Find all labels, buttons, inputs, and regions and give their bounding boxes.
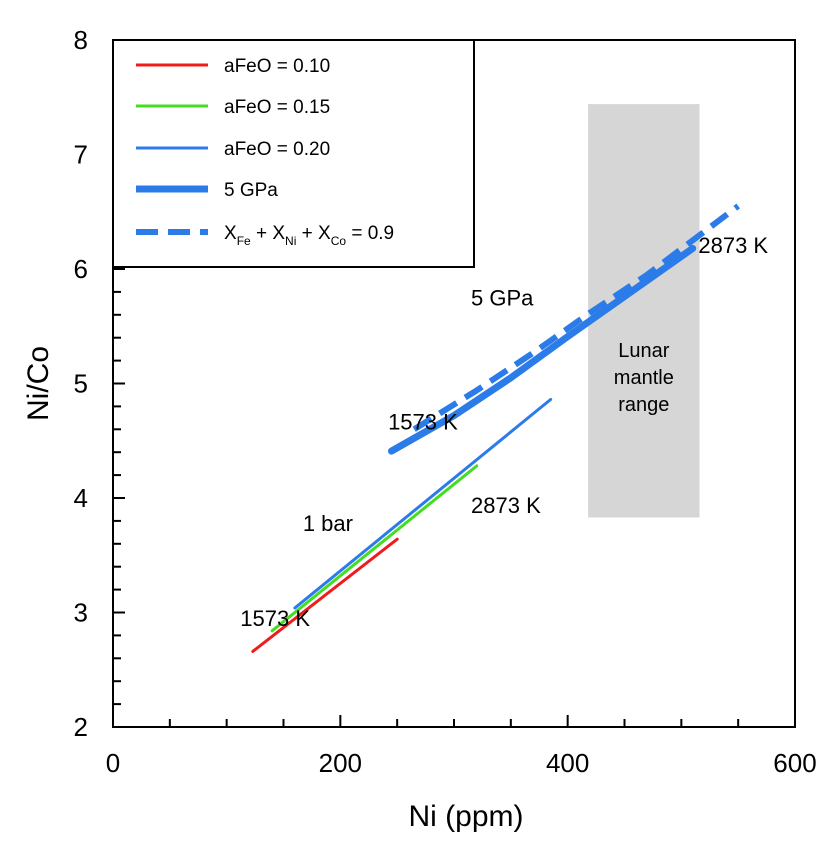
series-line-2 (293, 398, 553, 610)
legend: aFeO = 0.10 aFeO = 0.15 aFeO = 0.20 5 GPa XF… (112, 39, 475, 268)
y-tick-label: 2 (74, 712, 88, 742)
series-line-3 (388, 244, 697, 455)
legend-label-part: X (224, 223, 237, 244)
x-axis-title: Ni (ppm) (408, 800, 523, 833)
shade-label-line: range (618, 394, 669, 416)
x-tick-label: 400 (546, 748, 589, 778)
annotations: 2873 K 5 GPa 1573 K 2873 K 1 bar 1573 K (240, 233, 768, 631)
axes: 0 200 400 600 2 3 4 5 6 7 8 Ni (ppm) Ni/Co (22, 25, 817, 833)
legend-label-4: XFe + XNi + XCo = 0.9 (224, 223, 394, 248)
legend-label-2: aFeO = 0.20 (224, 139, 330, 160)
shade-label-line: Lunar (618, 340, 669, 362)
series-line-0 (251, 537, 399, 653)
legend-label-0: aFeO = 0.10 (224, 56, 330, 77)
legend-label-part: + X (296, 223, 331, 244)
y-tick-label: 3 (74, 598, 88, 628)
shade-label-line: mantle (614, 367, 674, 389)
legend-label-part: = 0.9 (346, 223, 394, 244)
x-tick-label: 0 (106, 748, 120, 778)
x-tick-label: 200 (319, 748, 362, 778)
annotation-label: 1573 K (240, 606, 310, 631)
legend-label-part: Fe (237, 234, 251, 248)
legend-label-1: aFeO = 0.15 (224, 97, 330, 118)
y-axis-title: Ni/Co (22, 346, 55, 421)
series-line-1 (270, 464, 479, 633)
series-line-4 (412, 203, 741, 432)
annotation-label: 1 bar (303, 511, 353, 536)
series-layer (251, 203, 741, 653)
y-tick-label: 6 (74, 254, 88, 284)
legend-label-part: Co (331, 234, 347, 248)
y-tick-label: 8 (74, 25, 88, 55)
legend-label-part: Ni (285, 234, 296, 248)
y-tick-label: 7 (74, 140, 88, 170)
annotation-label: 2873 K (471, 493, 541, 518)
y-tick-label: 4 (74, 483, 88, 513)
annotation-label: 1573 K (388, 409, 458, 434)
y-tick-label: 5 (74, 369, 88, 399)
legend-label-3: 5 GPa (224, 180, 278, 201)
annotation-label: 5 GPa (471, 286, 534, 311)
legend-label-part: + X (251, 223, 286, 244)
annotation-label: 2873 K (698, 233, 768, 258)
x-tick-label: 600 (773, 748, 816, 778)
